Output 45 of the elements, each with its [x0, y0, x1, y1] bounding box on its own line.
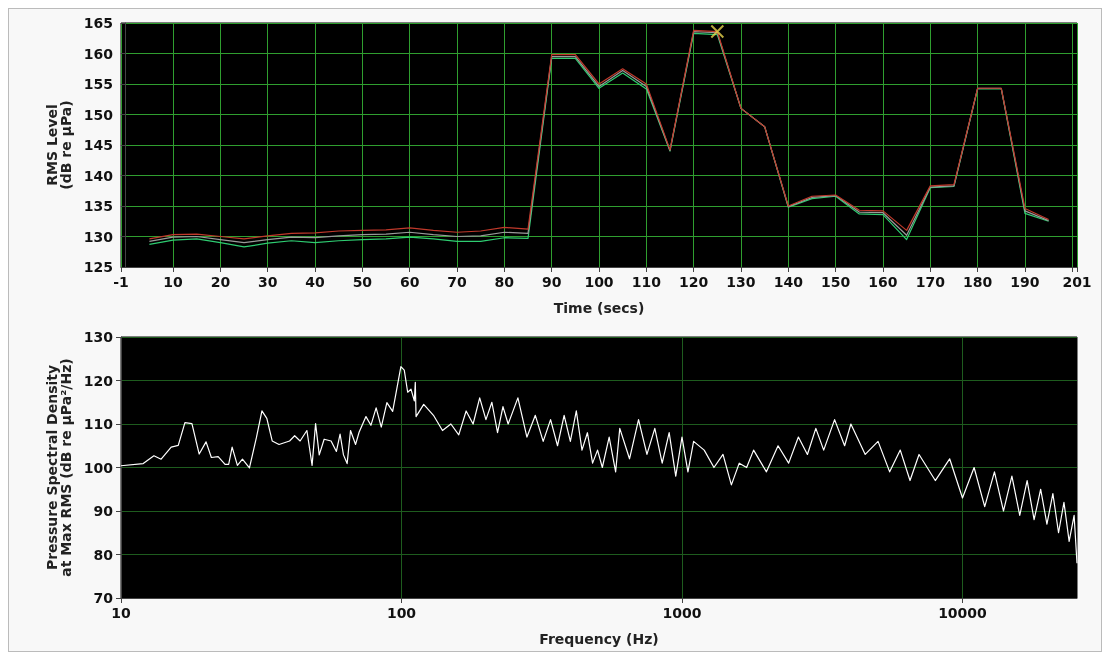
y-tick-label: 135: [83, 198, 113, 214]
x-tick-label: 190: [1010, 274, 1040, 290]
x-tick-label: 30: [257, 274, 278, 290]
x-axis-title: Time (secs): [553, 300, 645, 316]
y-tick-label: 90: [93, 503, 114, 519]
y-tick-label: 130: [83, 228, 114, 245]
x-tick-label: 80: [494, 274, 515, 290]
x-tick-label: 40: [305, 274, 326, 290]
x-tick-label: 120: [679, 274, 709, 290]
y-axis-title: Pressure Spectral Density at Max RMS (dB re µPa²/Hz): [43, 358, 74, 577]
y-tick-label: 100: [83, 459, 114, 476]
y-tick-label: 70: [93, 590, 114, 606]
y-tick-label: 140: [83, 167, 114, 184]
y-tick-label: 130: [83, 329, 114, 345]
y-tick-label: 120: [83, 372, 114, 389]
x-tick-label: 100: [584, 274, 614, 290]
x-tick-label: 201: [1062, 274, 1092, 290]
x-tick-label: 90: [541, 274, 562, 290]
y-tick-label: 165: [83, 15, 113, 31]
y-axis-title: RMS Level (dB re µPa): [43, 100, 74, 190]
y-tick-label: 155: [83, 76, 113, 92]
x-tick-label: 1000: [662, 605, 702, 621]
x-tick-label: 160: [868, 274, 898, 290]
x-tick-label: -1: [113, 274, 129, 290]
x-tick-label: 20: [210, 274, 231, 290]
x-tick-label: 10: [111, 605, 131, 621]
x-tick-label: 10000: [938, 605, 988, 621]
y-tick-label: 145: [83, 137, 113, 153]
x-tick-label: 110: [631, 274, 662, 290]
x-tick-label: 150: [821, 274, 851, 290]
y-tick-label: 150: [83, 106, 114, 123]
x-tick-label: 10: [163, 274, 184, 290]
x-tick-label: 70: [447, 274, 468, 290]
y-tick-label: 160: [83, 45, 114, 62]
x-tick-label: 130: [726, 274, 756, 290]
x-tick-label: 170: [915, 274, 946, 290]
y-tick-label: 80: [93, 546, 114, 563]
x-tick-label: 50: [352, 274, 373, 290]
x-tick-label: 180: [963, 274, 993, 290]
x-axis-title: Frequency (Hz): [539, 631, 659, 647]
x-tick-label: 140: [773, 274, 804, 290]
x-tick-label: 60: [399, 274, 420, 290]
x-tick-label: 100: [386, 605, 417, 621]
y-tick-label: 125: [83, 259, 113, 275]
y-tick-label: 110: [83, 416, 114, 432]
